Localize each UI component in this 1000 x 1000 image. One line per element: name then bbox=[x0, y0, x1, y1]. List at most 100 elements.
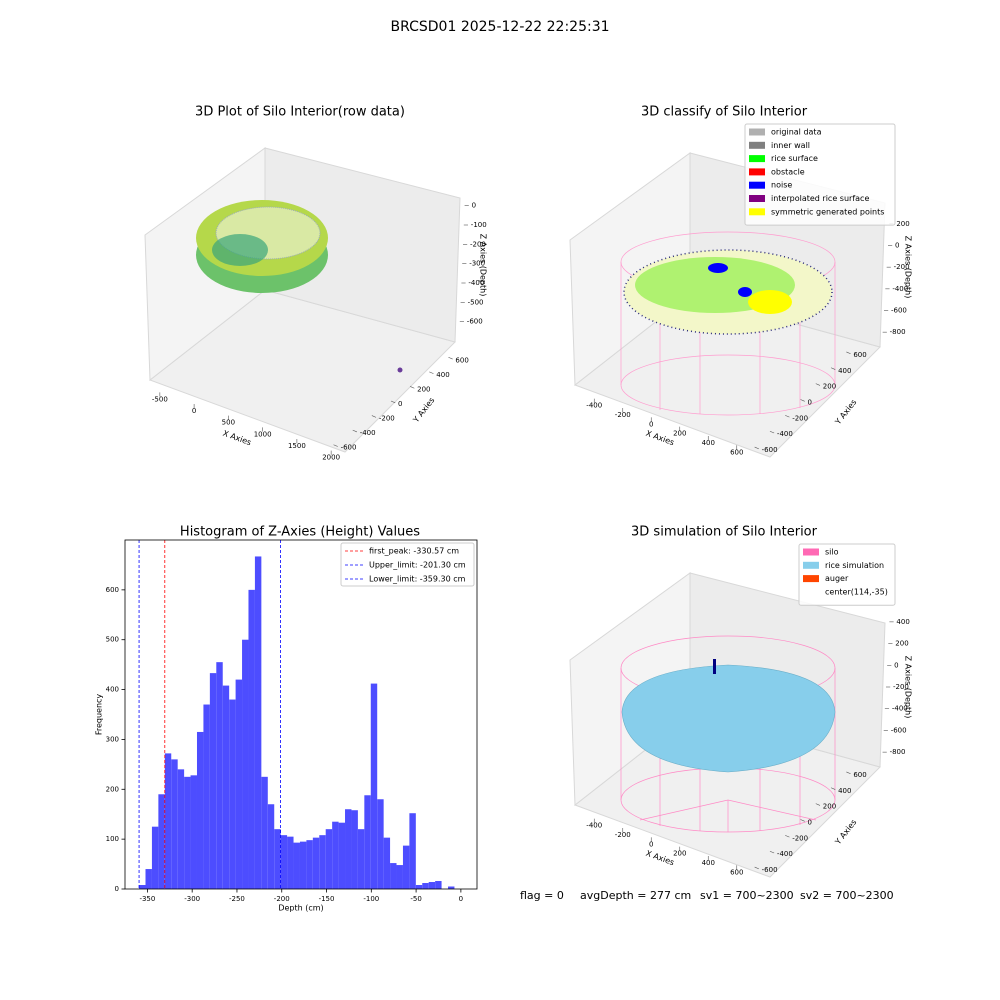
y-tick-label: -600 bbox=[341, 444, 357, 452]
x-tick-label: 500 bbox=[222, 419, 235, 427]
tick-mark bbox=[815, 803, 821, 806]
tick-mark bbox=[785, 835, 790, 838]
y-tick-label: -400 bbox=[360, 429, 376, 437]
x-tick-label: 1500 bbox=[288, 442, 306, 450]
bar bbox=[254, 556, 262, 889]
bar bbox=[151, 826, 159, 889]
bar bbox=[164, 753, 172, 889]
z-tick-label: -200 bbox=[470, 240, 486, 248]
bar bbox=[377, 799, 384, 889]
legend-label: silo bbox=[825, 548, 839, 557]
x-tick-label: -200 bbox=[615, 831, 631, 839]
legend-swatch bbox=[749, 195, 765, 202]
z-tick-label: -400 bbox=[892, 285, 908, 293]
bar bbox=[196, 731, 204, 889]
x-axis-label: X Axies bbox=[645, 429, 676, 448]
legend-label: original data bbox=[771, 128, 822, 137]
legend-label: auger bbox=[825, 574, 849, 583]
z-tick-label: -600 bbox=[891, 307, 907, 315]
bar bbox=[357, 829, 365, 889]
z-axis-label: Z Axies (Depth) bbox=[904, 656, 913, 719]
y-axis-label: Y Axies bbox=[833, 818, 859, 847]
legend-label: noise bbox=[771, 181, 792, 190]
bar bbox=[299, 841, 307, 889]
tick-mark bbox=[800, 819, 805, 822]
legend-label: interpolated rice surface bbox=[771, 194, 869, 203]
x-tick-label: 600 bbox=[730, 448, 743, 456]
x-tick-label: 600 bbox=[730, 868, 743, 876]
y-tick-label: 200 bbox=[823, 383, 836, 391]
y-tick-label: 400 bbox=[106, 686, 119, 694]
bar bbox=[428, 882, 436, 889]
x-tick-label: -400 bbox=[586, 822, 602, 830]
x-tick-label: 1000 bbox=[254, 430, 272, 438]
x-tick-label: 400 bbox=[702, 439, 715, 447]
footer-text: avgDepth = 277 cm bbox=[580, 889, 691, 902]
bar bbox=[229, 699, 236, 889]
bar bbox=[396, 865, 403, 889]
legend-box bbox=[744, 123, 896, 226]
z-tick-label: 200 bbox=[895, 640, 908, 648]
tick-mark bbox=[846, 771, 851, 775]
x-tick-label: -200 bbox=[274, 895, 290, 903]
x-tick-label: -400 bbox=[586, 402, 602, 410]
y-tick-label: 400 bbox=[838, 367, 851, 375]
legend-label: Lower_limit: -359.30 cm bbox=[369, 575, 466, 584]
legend-swatch bbox=[749, 141, 765, 149]
tick-mark bbox=[769, 850, 775, 854]
y-tick-label: 500 bbox=[106, 636, 119, 644]
bar bbox=[409, 813, 416, 889]
z-tick-label: -100 bbox=[471, 221, 487, 229]
bar bbox=[325, 829, 333, 889]
z-tick-label: -600 bbox=[467, 318, 483, 326]
legend-swatch bbox=[749, 128, 765, 136]
z-tick-label: 0 bbox=[894, 661, 898, 669]
bar bbox=[370, 683, 378, 889]
tick-mark bbox=[769, 430, 775, 434]
bar bbox=[274, 829, 281, 889]
x-tick-label: 200 bbox=[673, 850, 686, 858]
y-tick-label: 600 bbox=[853, 351, 866, 359]
rice-surface bbox=[621, 659, 836, 773]
bar bbox=[415, 885, 423, 889]
legend-swatch bbox=[749, 168, 765, 176]
x-tick-label: 200 bbox=[673, 430, 686, 438]
x-axis-label: X Axies bbox=[222, 429, 253, 448]
z-tick-label: -800 bbox=[890, 748, 906, 756]
auger bbox=[713, 659, 716, 674]
y-tick-label: -200 bbox=[379, 415, 395, 423]
y-tick-label: 200 bbox=[823, 803, 836, 811]
z-tick-label: -600 bbox=[891, 726, 907, 734]
bar bbox=[184, 776, 191, 889]
z-tick-label: -500 bbox=[468, 298, 484, 306]
y-axis-label: Y Axies bbox=[833, 398, 859, 427]
legend-label: first_peak: -330.57 cm bbox=[369, 547, 459, 556]
y-tick-label: 0 bbox=[115, 885, 119, 893]
x-tick-label: 0 bbox=[459, 895, 463, 903]
legend-label: obstacle bbox=[771, 167, 805, 176]
z-tick-label: -300 bbox=[469, 260, 485, 268]
bar bbox=[338, 822, 346, 889]
z-axis-label: Z Axies (Depth) bbox=[479, 234, 488, 297]
y-tick-label: 100 bbox=[106, 835, 119, 843]
x-axis-label: X Axies bbox=[645, 849, 676, 868]
bar bbox=[422, 883, 429, 889]
bar bbox=[287, 836, 294, 889]
bar bbox=[139, 885, 146, 889]
chart-title: 3D simulation of Silo Interior bbox=[631, 525, 818, 540]
x-tick-label: 2000 bbox=[322, 454, 340, 462]
bar bbox=[280, 835, 288, 889]
bar bbox=[248, 589, 255, 889]
tick-mark bbox=[333, 444, 338, 447]
x-tick-label: 0 bbox=[192, 407, 196, 415]
legend-swatch bbox=[803, 561, 819, 569]
tick-mark bbox=[846, 351, 851, 355]
bar bbox=[216, 662, 223, 889]
bar bbox=[177, 769, 185, 889]
legend-swatch bbox=[749, 208, 765, 216]
legend-label: rice simulation bbox=[825, 561, 884, 570]
bar bbox=[332, 821, 339, 889]
y-tick-label: 0 bbox=[808, 819, 812, 827]
x-tick-label: -350 bbox=[139, 895, 155, 903]
tick-mark bbox=[830, 787, 836, 790]
